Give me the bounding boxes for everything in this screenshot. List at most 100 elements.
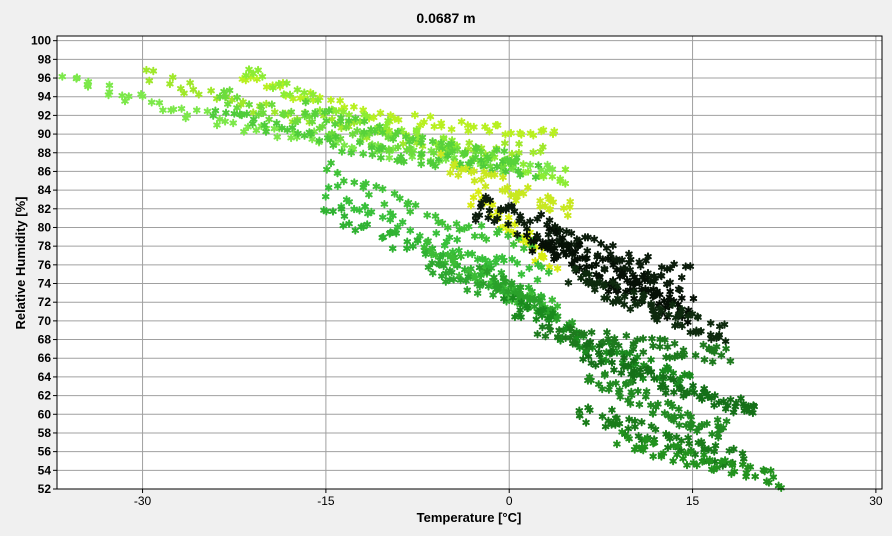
data-point bbox=[437, 138, 445, 148]
data-point bbox=[356, 138, 364, 147]
data-point bbox=[363, 112, 371, 121]
data-point bbox=[485, 258, 494, 267]
data-point bbox=[534, 161, 543, 170]
data-point bbox=[508, 149, 516, 159]
data-point bbox=[327, 95, 335, 105]
data-point bbox=[678, 273, 686, 282]
data-point bbox=[467, 157, 475, 166]
data-point bbox=[634, 387, 642, 396]
data-point bbox=[345, 116, 353, 126]
data-point bbox=[539, 172, 548, 181]
y-tick-label: 60 bbox=[38, 407, 52, 421]
data-point bbox=[529, 148, 538, 157]
data-point bbox=[676, 374, 684, 383]
data-point bbox=[517, 130, 526, 139]
data-point bbox=[444, 223, 452, 232]
data-point bbox=[382, 121, 390, 131]
data-point bbox=[499, 173, 507, 182]
data-point bbox=[683, 460, 691, 470]
data-point bbox=[515, 311, 523, 320]
data-point bbox=[470, 176, 479, 186]
data-point bbox=[530, 237, 538, 246]
data-point bbox=[737, 394, 745, 403]
data-point bbox=[601, 422, 610, 431]
data-point bbox=[730, 467, 739, 476]
data-point bbox=[424, 236, 432, 246]
data-point bbox=[384, 116, 392, 125]
data-point bbox=[731, 402, 740, 411]
data-point bbox=[388, 244, 397, 253]
data-point bbox=[656, 342, 664, 351]
data-point bbox=[600, 293, 608, 303]
data-point bbox=[584, 233, 592, 242]
data-point bbox=[643, 435, 651, 444]
data-point bbox=[516, 305, 524, 315]
data-point bbox=[426, 112, 435, 121]
data-point bbox=[260, 120, 269, 130]
data-point bbox=[121, 96, 129, 106]
data-point bbox=[338, 147, 346, 156]
data-point bbox=[315, 136, 324, 145]
data-point bbox=[643, 367, 652, 376]
data-point bbox=[553, 302, 562, 311]
data-point bbox=[331, 132, 340, 141]
data-point bbox=[568, 318, 576, 327]
data-point bbox=[475, 211, 484, 220]
data-point bbox=[429, 160, 437, 169]
data-point bbox=[288, 123, 297, 132]
data-point bbox=[394, 127, 402, 137]
y-tick-label: 56 bbox=[38, 445, 52, 459]
data-point bbox=[308, 135, 316, 144]
plot-area bbox=[57, 36, 882, 489]
data-point bbox=[661, 335, 669, 345]
data-point bbox=[608, 358, 616, 367]
data-point bbox=[351, 226, 360, 235]
data-point bbox=[417, 138, 425, 147]
data-point bbox=[562, 227, 571, 236]
data-point bbox=[708, 357, 717, 367]
data-point bbox=[639, 334, 647, 343]
data-point bbox=[599, 281, 607, 291]
data-point bbox=[513, 230, 522, 239]
data-point bbox=[473, 144, 481, 153]
data-point bbox=[647, 400, 655, 410]
data-point bbox=[125, 92, 133, 101]
data-point bbox=[729, 408, 738, 417]
data-point bbox=[248, 119, 257, 129]
data-point bbox=[524, 167, 532, 176]
data-point bbox=[650, 271, 658, 281]
data-point bbox=[469, 193, 478, 202]
data-point bbox=[530, 302, 539, 311]
data-point bbox=[394, 142, 402, 152]
data-point bbox=[207, 86, 215, 95]
data-point bbox=[400, 157, 408, 166]
data-point bbox=[649, 292, 657, 301]
data-point bbox=[486, 162, 495, 171]
data-point bbox=[460, 224, 468, 233]
data-point bbox=[229, 118, 237, 128]
data-point bbox=[631, 422, 639, 431]
data-point bbox=[555, 326, 563, 335]
data-point bbox=[245, 100, 253, 109]
data-point bbox=[523, 231, 531, 240]
data-point bbox=[498, 186, 507, 195]
data-point bbox=[630, 288, 638, 297]
data-point bbox=[243, 109, 251, 118]
data-point bbox=[457, 117, 466, 126]
data-point bbox=[613, 281, 621, 290]
data-point bbox=[378, 143, 387, 152]
data-point bbox=[438, 144, 447, 153]
data-point bbox=[477, 221, 486, 230]
data-point bbox=[447, 268, 456, 277]
data-point bbox=[654, 312, 662, 321]
data-point bbox=[689, 381, 697, 390]
data-point bbox=[678, 305, 686, 314]
data-point bbox=[215, 115, 224, 124]
data-point bbox=[402, 132, 410, 141]
y-tick-label: 84 bbox=[38, 183, 52, 197]
data-point bbox=[678, 293, 686, 303]
data-point bbox=[607, 420, 616, 429]
data-point bbox=[532, 315, 541, 324]
data-point bbox=[253, 74, 261, 84]
